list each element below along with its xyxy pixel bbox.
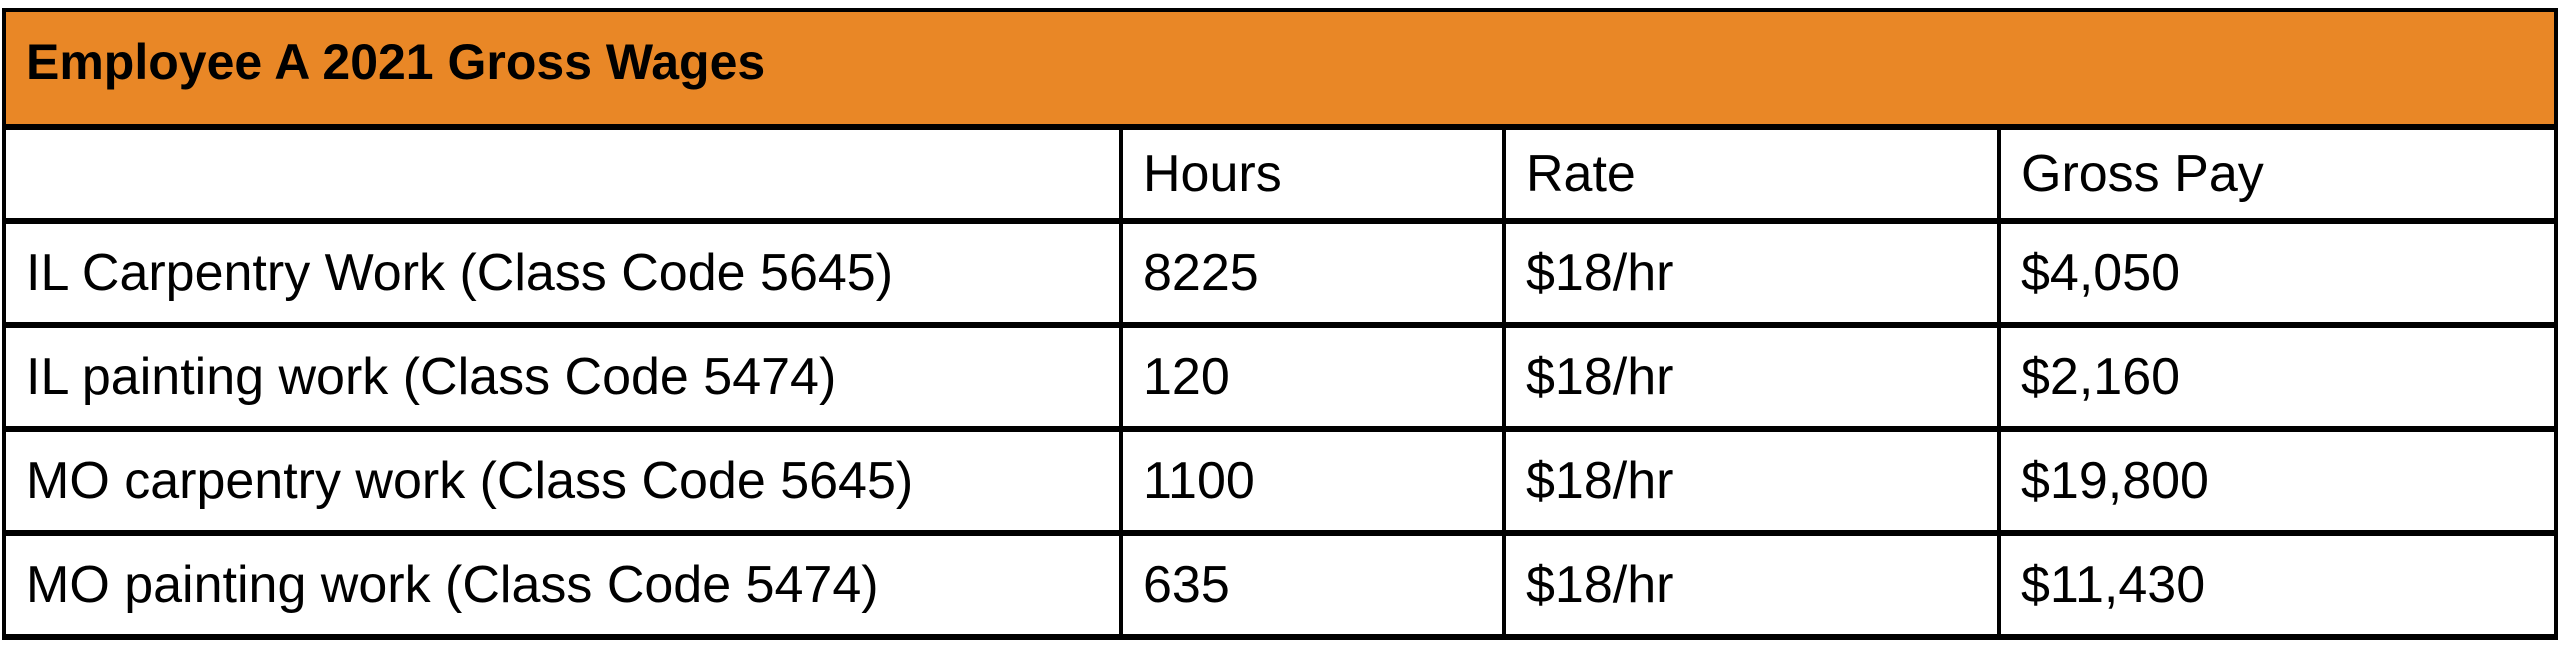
table-row: MO carpentry work (Class Code 5645) 1100… — [2, 427, 2558, 535]
hours: 120 — [1119, 323, 1506, 431]
wages-table: Employee A 2021 Gross Wages Hours Rate G… — [2, 8, 2558, 640]
rate: $18/hr — [1502, 219, 2001, 327]
header-blank — [2, 125, 1123, 223]
table-title: Employee A 2021 Gross Wages — [2, 8, 2558, 129]
title-row: Employee A 2021 Gross Wages — [2, 8, 2558, 129]
table-row: MO painting work (Class Code 5474) 635 $… — [2, 531, 2558, 639]
gross-pay: $2,160 — [1997, 323, 2558, 431]
rate: $18/hr — [1502, 427, 2001, 535]
header-rate: Rate — [1502, 125, 2001, 223]
work-type: MO painting work (Class Code 5474) — [2, 531, 1123, 639]
table-row: IL painting work (Class Code 5474) 120 $… — [2, 323, 2558, 431]
table-row: IL Carpentry Work (Class Code 5645) 8225… — [2, 219, 2558, 327]
gross-pay: $4,050 — [1997, 219, 2558, 327]
hours: 8225 — [1119, 219, 1506, 327]
work-type: IL painting work (Class Code 5474) — [2, 323, 1123, 431]
rate: $18/hr — [1502, 323, 2001, 431]
header-hours: Hours — [1119, 125, 1506, 223]
header-row: Hours Rate Gross Pay — [2, 125, 2558, 223]
gross-pay: $19,800 — [1997, 427, 2558, 535]
hours: 1100 — [1119, 427, 1506, 535]
work-type: IL Carpentry Work (Class Code 5645) — [2, 219, 1123, 327]
hours: 635 — [1119, 531, 1506, 639]
rate: $18/hr — [1502, 531, 2001, 639]
gross-pay: $11,430 — [1997, 531, 2558, 639]
header-gross-pay: Gross Pay — [1997, 125, 2558, 223]
work-type: MO carpentry work (Class Code 5645) — [2, 427, 1123, 535]
